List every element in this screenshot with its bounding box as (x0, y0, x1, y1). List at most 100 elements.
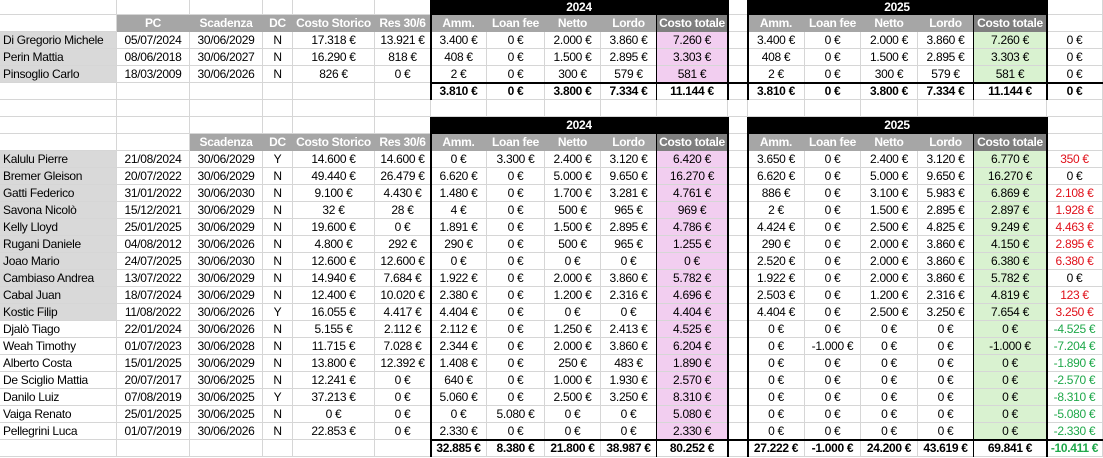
player-name[interactable]: Gatti Federico (0, 185, 117, 202)
value-2024[interactable]: 0 € (601, 406, 657, 423)
empty-cell[interactable] (728, 15, 748, 32)
scadenza-date[interactable]: 30/06/2029 (190, 168, 263, 185)
player-name[interactable]: Joao Mario (0, 253, 117, 270)
value-2024[interactable]: 1.891 € (431, 219, 487, 236)
player-name[interactable]: Kelly Lloyd (0, 219, 117, 236)
player-name[interactable]: Perin Mattia (0, 49, 117, 66)
res-value[interactable]: 0 € (375, 372, 431, 389)
empty-cell[interactable] (0, 15, 117, 32)
value-2025[interactable]: 7.260 € (974, 32, 1047, 49)
res-value[interactable]: 12.392 € (375, 355, 431, 372)
costo-storico-value[interactable]: 49.440 € (293, 168, 375, 185)
value-2025[interactable]: 0 € (805, 304, 861, 321)
column-header-2025-lordo[interactable]: Lordo (918, 15, 974, 32)
value-2025[interactable]: 2.897 € (974, 202, 1047, 219)
costo-storico-value[interactable]: 14.940 € (293, 270, 375, 287)
column-header-2025-amm-[interactable]: Amm. (748, 134, 805, 151)
total-2025[interactable]: 43.619 € (918, 440, 974, 457)
pc-date[interactable]: 15/12/2021 (117, 202, 190, 219)
pc-date[interactable]: 20/07/2022 (117, 168, 190, 185)
value-2024[interactable]: 2.895 € (601, 219, 657, 236)
value-2024[interactable]: 1.500 € (545, 49, 601, 66)
value-2025[interactable]: 0 € (974, 423, 1047, 440)
value-2025[interactable]: 2.500 € (861, 219, 918, 236)
column-header-2025-amm-[interactable]: Amm. (748, 15, 805, 32)
value-2024[interactable]: 1.890 € (657, 355, 728, 372)
value-2025[interactable]: 2.895 € (918, 49, 974, 66)
pc-date[interactable]: 25/01/2025 (117, 219, 190, 236)
pc-date[interactable]: 11/08/2022 (117, 304, 190, 321)
empty-cell[interactable] (117, 117, 190, 134)
scadenza-date[interactable]: 30/06/2029 (190, 151, 263, 168)
value-2024[interactable]: 0 € (601, 423, 657, 440)
empty-cell[interactable] (431, 100, 487, 117)
empty-cell[interactable] (190, 100, 263, 117)
dc-flag[interactable]: N (263, 338, 293, 355)
value-2025[interactable]: 0 € (748, 423, 805, 440)
value-2024[interactable]: 2.380 € (431, 287, 487, 304)
empty-cell[interactable] (728, 83, 748, 100)
difference-value[interactable]: 0 € (1047, 49, 1103, 66)
costo-storico-value[interactable]: 22.853 € (293, 423, 375, 440)
difference-value[interactable]: -7.204 € (1047, 338, 1103, 355)
value-2024[interactable]: 0 € (487, 66, 545, 83)
value-2024[interactable]: 4 € (431, 202, 487, 219)
dc-flag[interactable]: N (263, 202, 293, 219)
value-2025[interactable]: 0 € (748, 372, 805, 389)
scadenza-date[interactable]: 30/06/2026 (190, 304, 263, 321)
value-2025[interactable]: 5.782 € (974, 270, 1047, 287)
total-2025[interactable]: -1.000 € (805, 440, 861, 457)
total-2024[interactable]: 3.800 € (545, 83, 601, 100)
res-value[interactable]: 818 € (375, 49, 431, 66)
column-header-2025-netto[interactable]: Netto (861, 15, 918, 32)
value-2024[interactable]: 1.700 € (545, 185, 601, 202)
value-2024[interactable]: 0 € (487, 338, 545, 355)
costo-storico-value[interactable]: 13.800 € (293, 355, 375, 372)
empty-cell[interactable] (117, 100, 190, 117)
value-2024[interactable]: 3.281 € (601, 185, 657, 202)
scadenza-date[interactable]: 30/06/2026 (190, 423, 263, 440)
empty-cell[interactable] (375, 117, 431, 134)
empty-cell[interactable] (601, 100, 657, 117)
scadenza-date[interactable]: 30/06/2027 (190, 49, 263, 66)
value-2024[interactable]: 969 € (657, 202, 728, 219)
difference-value[interactable]: 6.380 € (1047, 253, 1103, 270)
player-name[interactable]: Cabal Juan (0, 287, 117, 304)
value-2025[interactable]: -1.000 € (805, 338, 861, 355)
total-2024[interactable]: 32.885 € (431, 440, 487, 457)
scadenza-date[interactable]: 30/06/2029 (190, 355, 263, 372)
value-2025[interactable]: 0 € (805, 185, 861, 202)
value-2025[interactable]: 3.860 € (918, 32, 974, 49)
scadenza-column-header[interactable]: Scadenza (190, 15, 263, 32)
value-2024[interactable]: 0 € (487, 219, 545, 236)
scadenza-column-header[interactable]: Scadenza (190, 134, 263, 151)
total-2025[interactable]: 0 € (805, 83, 861, 100)
total-2024[interactable]: 0 € (487, 83, 545, 100)
value-2025[interactable]: 2 € (748, 202, 805, 219)
column-header-2024-loan-fee[interactable]: Loan fee (487, 15, 545, 32)
costo-storico-value[interactable]: 37.213 € (293, 389, 375, 406)
pc-date[interactable]: 05/07/2024 (117, 32, 190, 49)
value-2024[interactable]: 5.080 € (487, 406, 545, 423)
value-2025[interactable]: 6.869 € (974, 185, 1047, 202)
player-name[interactable]: Pellegrini Luca (0, 423, 117, 440)
value-2025[interactable]: 581 € (974, 66, 1047, 83)
dc-flag[interactable]: Y (263, 151, 293, 168)
value-2024[interactable]: 2.000 € (545, 32, 601, 49)
value-2025[interactable]: 886 € (748, 185, 805, 202)
costo-storico-value[interactable]: 0 € (293, 406, 375, 423)
scadenza-date[interactable]: 30/06/2025 (190, 406, 263, 423)
player-name[interactable]: De Sciglio Mattia (0, 372, 117, 389)
dc-flag[interactable]: N (263, 168, 293, 185)
value-2025[interactable]: 2.316 € (918, 287, 974, 304)
value-2024[interactable]: 6.420 € (657, 151, 728, 168)
res-value[interactable]: 292 € (375, 236, 431, 253)
value-2024[interactable]: 3.860 € (601, 338, 657, 355)
empty-cell[interactable] (293, 0, 375, 15)
costo-storico-column-header[interactable]: Costo Storico (293, 15, 375, 32)
value-2024[interactable]: 965 € (601, 202, 657, 219)
difference-value[interactable]: -2.570 € (1047, 372, 1103, 389)
value-2025[interactable]: 7.654 € (974, 304, 1047, 321)
value-2024[interactable]: 0 € (657, 253, 728, 270)
difference-value[interactable]: 2.108 € (1047, 185, 1103, 202)
